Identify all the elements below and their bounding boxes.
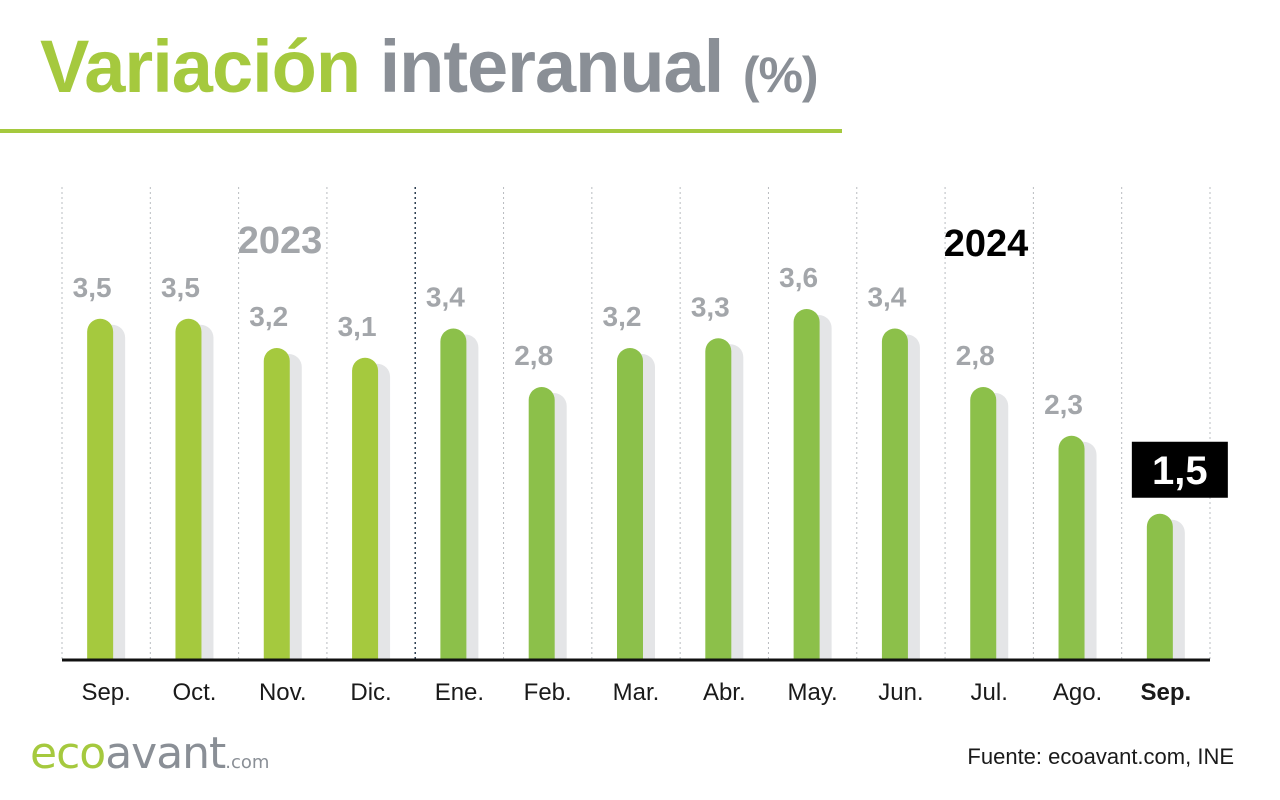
logo-eco: eco bbox=[30, 728, 106, 779]
value-label: 2,8 bbox=[956, 340, 995, 371]
bar bbox=[1146, 513, 1173, 660]
value-label: 3,5 bbox=[73, 272, 112, 303]
bar bbox=[970, 387, 997, 660]
chart-title: Variación interanual (%) bbox=[40, 22, 819, 120]
value-label: 2,8 bbox=[514, 340, 553, 371]
value-label-highlighted: 1,5 bbox=[1152, 449, 1208, 493]
bar bbox=[87, 318, 114, 660]
value-label: 2,3 bbox=[1044, 389, 1083, 420]
bar bbox=[352, 357, 379, 660]
category-label: Nov. bbox=[259, 679, 307, 706]
highlight-value-box bbox=[1131, 441, 1228, 498]
bar bbox=[528, 387, 555, 660]
category-label: Oct. bbox=[172, 679, 216, 706]
logo-com: .com bbox=[225, 752, 270, 773]
title-part-percent: (%) bbox=[742, 47, 819, 103]
ecoavant-logo: ecoavant.com bbox=[30, 728, 269, 779]
category-label: Jul. bbox=[971, 679, 1008, 706]
category-label: Ago. bbox=[1053, 679, 1102, 706]
title-part-interanual: interanual bbox=[379, 25, 725, 108]
bar bbox=[705, 338, 732, 660]
value-label: 3,2 bbox=[249, 301, 288, 332]
bar bbox=[1058, 435, 1085, 660]
category-label: Mar. bbox=[613, 679, 660, 706]
value-label: 3,3 bbox=[691, 291, 730, 322]
bar bbox=[263, 348, 290, 660]
value-label: 3,4 bbox=[426, 282, 465, 313]
value-label: 3,1 bbox=[338, 311, 377, 342]
category-label: May. bbox=[787, 679, 837, 706]
category-label: Dic. bbox=[350, 679, 391, 706]
source-note: Fuente: ecoavant.com, INE bbox=[967, 744, 1234, 769]
bar bbox=[881, 328, 908, 660]
category-label: Sep. bbox=[81, 679, 130, 706]
bar bbox=[440, 328, 467, 660]
category-label: Sep. bbox=[1141, 679, 1192, 706]
value-label: 3,6 bbox=[779, 262, 818, 293]
bar bbox=[175, 318, 202, 660]
title-part-variacion: Variación bbox=[40, 25, 361, 108]
value-label: 3,4 bbox=[867, 282, 906, 313]
year-label-2024: 2024 bbox=[944, 223, 1029, 265]
category-label: Abr. bbox=[703, 679, 746, 706]
category-label: Feb. bbox=[524, 679, 572, 706]
year-label-2023: 2023 bbox=[238, 220, 323, 262]
bar bbox=[793, 309, 820, 660]
value-label: 3,2 bbox=[603, 301, 642, 332]
category-label: Ene. bbox=[435, 679, 484, 706]
bar bbox=[617, 348, 643, 660]
value-label: 3,5 bbox=[161, 272, 200, 303]
title-underline bbox=[0, 129, 842, 133]
logo-avant: avant bbox=[105, 728, 226, 779]
category-label: Jun. bbox=[878, 679, 923, 706]
